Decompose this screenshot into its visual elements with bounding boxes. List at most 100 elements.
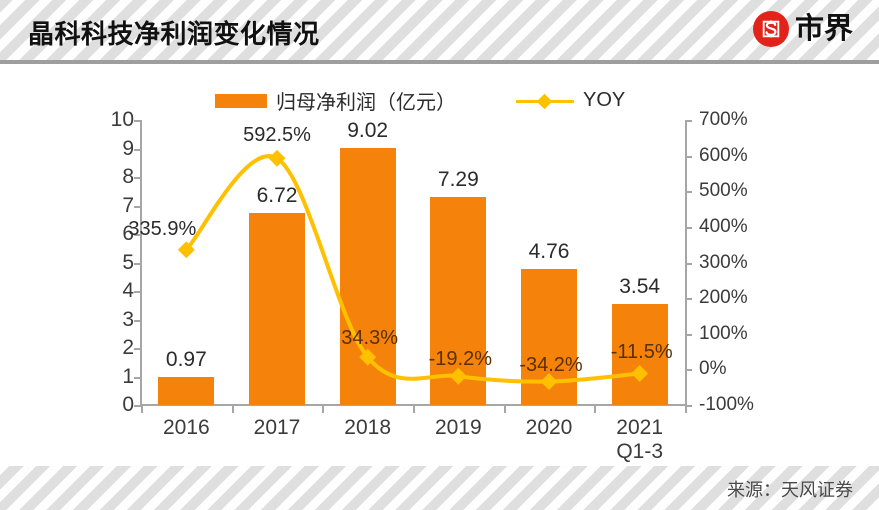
- y-tick-left: [134, 234, 141, 236]
- bar: [158, 377, 215, 405]
- y-tick-left: [134, 291, 141, 293]
- line-marker: [540, 373, 558, 391]
- y-tick-right: [685, 226, 692, 229]
- y-tick-label-left: 2: [122, 336, 134, 359]
- brand-name: 市界: [794, 13, 853, 45]
- y-tick-left: [134, 376, 141, 379]
- y-tick-label-right: 0%: [699, 358, 727, 380]
- brand-logo-glyph: [762, 20, 780, 38]
- x-axis-label: 2018: [344, 416, 391, 440]
- line-diamond-swatch-icon: [516, 93, 574, 110]
- chart-legend: 归母净利润（亿元） YOY: [215, 86, 625, 115]
- line-value-label: -34.2%: [519, 353, 583, 376]
- y-tick-label-left: 7: [122, 193, 134, 217]
- bar-value-label: 4.76: [528, 240, 570, 264]
- y-tick-right: [685, 333, 692, 336]
- x-axis-label: 2021 Q1-3: [616, 416, 663, 464]
- x-axis-label-line: 2016: [162, 416, 210, 439]
- y-tick-label-right: 500%: [699, 180, 748, 202]
- line-value-label: 335.9%: [128, 217, 197, 240]
- legend-label-profit: 归母净利润（亿元）: [276, 92, 456, 114]
- y-tick-left: [134, 348, 141, 350]
- y-tick-right: [685, 405, 692, 407]
- header-band: 晶科科技净利润变化情况 市界: [0, 0, 879, 60]
- line-marker: [359, 348, 377, 366]
- bar-swatch-icon: [215, 93, 267, 108]
- line-value-label: -11.5%: [610, 341, 673, 364]
- bar-value-label: 7.29: [437, 168, 479, 192]
- bar-value-label: 0.97: [165, 348, 207, 372]
- x-tick: [413, 405, 415, 413]
- x-tick: [685, 405, 687, 413]
- x-axis-label: 2020: [526, 416, 573, 440]
- bar: [611, 304, 668, 405]
- y-tick-left: [134, 319, 141, 322]
- y-tick-label-left: 10: [110, 108, 134, 131]
- line-marker: [449, 367, 467, 385]
- footer-band: 来源：天风证券: [0, 466, 879, 510]
- y-tick-left: [134, 120, 141, 122]
- y-tick-label-left: 1: [122, 364, 134, 388]
- y-tick-right: [685, 369, 692, 372]
- source-note: 来源：天风证券: [727, 480, 853, 500]
- line-value-label: 592.5%: [243, 124, 311, 147]
- y-tick-label-left: 4: [122, 279, 134, 302]
- y-tick-left: [134, 177, 141, 179]
- y-tick-label-left: 5: [122, 250, 134, 274]
- y-tick-right: [685, 262, 692, 265]
- x-tick: [141, 405, 143, 413]
- x-axis-label-line: 2021: [616, 416, 664, 439]
- bar-value-label: 3.54: [619, 275, 661, 299]
- x-axis-label-line: 2019: [434, 416, 482, 439]
- x-tick: [231, 405, 234, 413]
- x-axis-label: 2017: [254, 416, 301, 440]
- y-tick-right: [685, 191, 692, 194]
- brand: 市界: [752, 11, 853, 47]
- x-axis-label-line: 2020: [525, 416, 573, 439]
- bar-value-label: 6.72: [256, 184, 298, 208]
- x-tick: [503, 405, 506, 413]
- page-title: 晶科科技净利润变化情况: [28, 19, 320, 49]
- y-tick-label-right: 200%: [699, 287, 748, 309]
- y-tick-label-left: 8: [122, 165, 134, 188]
- line-path: [184, 154, 642, 384]
- x-axis-label-line: 2017: [253, 416, 301, 439]
- plot-area: 0 1 2 3 4 5 6 7 8 9 10 -100% 0% 100% 200% 300% 400% 500%…: [111, 108, 754, 463]
- y-tick-right: [685, 155, 692, 158]
- legend-item-yoy: YOY: [516, 89, 625, 112]
- bar: [248, 213, 306, 405]
- y-tick-left: [134, 262, 141, 265]
- line-marker: [631, 364, 649, 382]
- y-tick-left: [134, 405, 141, 407]
- y-tick-label-left: 6: [122, 222, 134, 245]
- y-tick-left: [134, 148, 141, 151]
- y-tick-label-left: 3: [122, 307, 134, 331]
- x-axis-label-line: 2018: [344, 416, 392, 439]
- y-tick-label-left: 9: [122, 136, 134, 160]
- y-tick-right: [685, 120, 692, 122]
- x-axis-label-line: Q1-3: [616, 440, 663, 464]
- y-tick-label-right: 600%: [699, 144, 748, 166]
- y-tick-left: [134, 205, 141, 208]
- y-tick-label-right: 100%: [699, 322, 748, 344]
- x-tick: [594, 405, 597, 413]
- y-tick-label-right: 400%: [699, 215, 748, 237]
- x-tick: [322, 405, 325, 413]
- brand-logo-icon: [752, 11, 789, 47]
- x-axis-label: 2016: [163, 416, 210, 440]
- line-value-label: 34.3%: [341, 327, 399, 350]
- y-tick-right: [685, 298, 692, 301]
- x-axis-label: 2019: [435, 416, 482, 440]
- y-tick-label-right: 700%: [699, 109, 748, 130]
- header-divider: [0, 60, 879, 64]
- legend-label-yoy: YOY: [583, 89, 626, 111]
- chart-area: 归母净利润（亿元） YOY 0 1 2 3 4 5 6 7 8 9 10 -100% 0% 100% 20…: [0, 64, 879, 466]
- line-marker: [177, 241, 195, 259]
- legend-item-profit: 归母净利润（亿元）: [215, 86, 456, 115]
- bar-value-label: 9.02: [347, 118, 389, 142]
- y-tick-label-left: 0: [122, 393, 134, 416]
- line-value-label: -19.2%: [428, 348, 493, 371]
- y-axis-left-line: [140, 120, 142, 405]
- y-tick-label-right: 300%: [699, 251, 748, 273]
